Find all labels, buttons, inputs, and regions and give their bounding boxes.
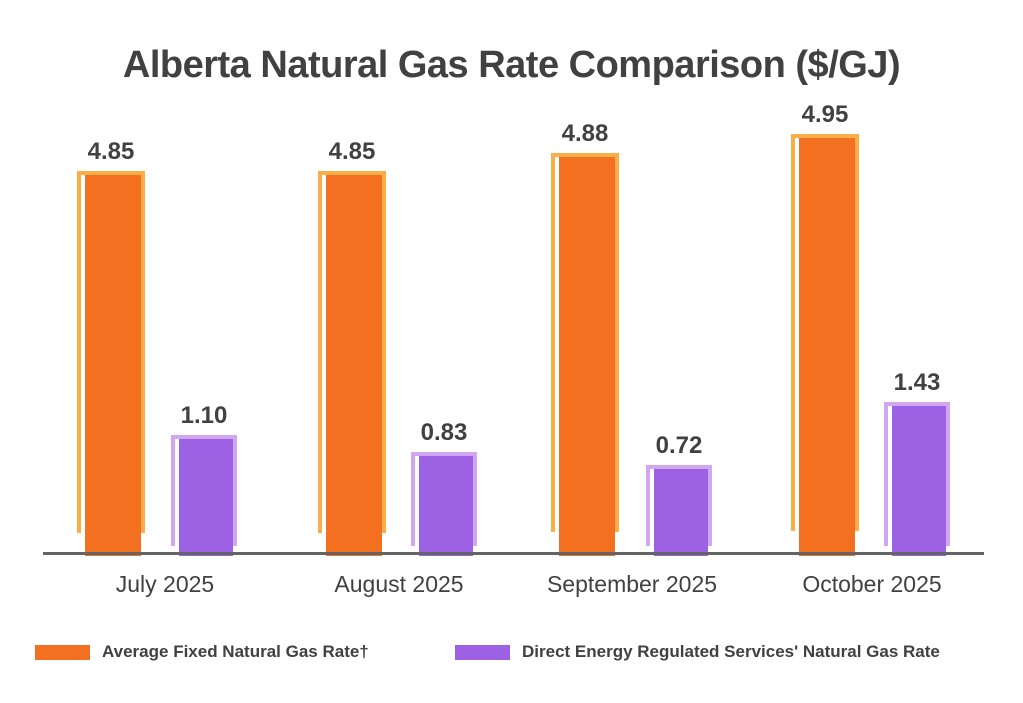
bar-october-2025-fixed-rate: 4.95 <box>791 101 859 556</box>
bar-fill <box>559 157 615 556</box>
bar-outline <box>884 402 950 546</box>
category-label-september-2025: September 2025 <box>546 571 718 597</box>
x-axis-line <box>43 552 984 555</box>
bar-outline <box>646 465 712 546</box>
bar-july-2025-fixed-rate: 4.85 <box>77 138 145 556</box>
category-label-august-2025: August 2025 <box>334 571 464 597</box>
bar-value-label: 0.83 <box>420 419 468 446</box>
bar-august-2025-regulated-rate: 0.83 <box>411 419 477 556</box>
bar-august-2025-fixed-rate: 4.85 <box>318 138 386 556</box>
bar-value-label: 1.10 <box>180 402 228 429</box>
bar-value-label: 4.95 <box>801 101 849 128</box>
bar-july-2025-regulated-rate: 1.10 <box>171 402 237 556</box>
bar-september-2025-fixed-rate: 4.88 <box>551 120 619 556</box>
bar-value-label: 1.43 <box>893 369 941 396</box>
legend-swatch-fixed-rate-icon <box>35 644 90 660</box>
bar-fill <box>326 175 382 556</box>
bar-outline <box>318 171 386 533</box>
legend-label-regulated-rate: Direct Energy Regulated Services' Natura… <box>522 642 940 661</box>
legend-swatch-regulated-rate-icon <box>455 644 510 660</box>
chart-title: Alberta Natural Gas Rate Comparison ($/G… <box>122 44 901 86</box>
bar-september-2025-regulated-rate: 0.72 <box>646 432 712 556</box>
category-label-october-2025: October 2025 <box>802 571 942 597</box>
legend-item-fixed-rate: Average Fixed Natural Gas Rate† <box>35 641 369 663</box>
category-label-july-2025: July 2025 <box>115 571 215 597</box>
bar-value-label: 0.72 <box>655 432 703 459</box>
bar-value-label: 4.88 <box>561 120 609 147</box>
bar-fill <box>85 175 141 556</box>
bar-fill <box>419 456 473 556</box>
legend-item-regulated-rate: Direct Energy Regulated Services' Natura… <box>455 641 940 663</box>
bar-fill <box>799 138 855 556</box>
bar-fill <box>654 469 708 556</box>
bar-fill <box>892 406 946 556</box>
bar-value-label: 4.85 <box>87 138 135 165</box>
bar-fill <box>179 439 233 556</box>
bar-outline <box>791 134 859 531</box>
bar-outline <box>551 153 619 532</box>
bar-outline <box>411 452 477 546</box>
legend-label-fixed-rate: Average Fixed Natural Gas Rate† <box>102 642 369 661</box>
bar-value-label: 4.85 <box>328 138 376 165</box>
bar-outline <box>77 171 145 533</box>
bar-outline <box>171 435 237 546</box>
bar-october-2025-regulated-rate: 1.43 <box>884 369 950 556</box>
